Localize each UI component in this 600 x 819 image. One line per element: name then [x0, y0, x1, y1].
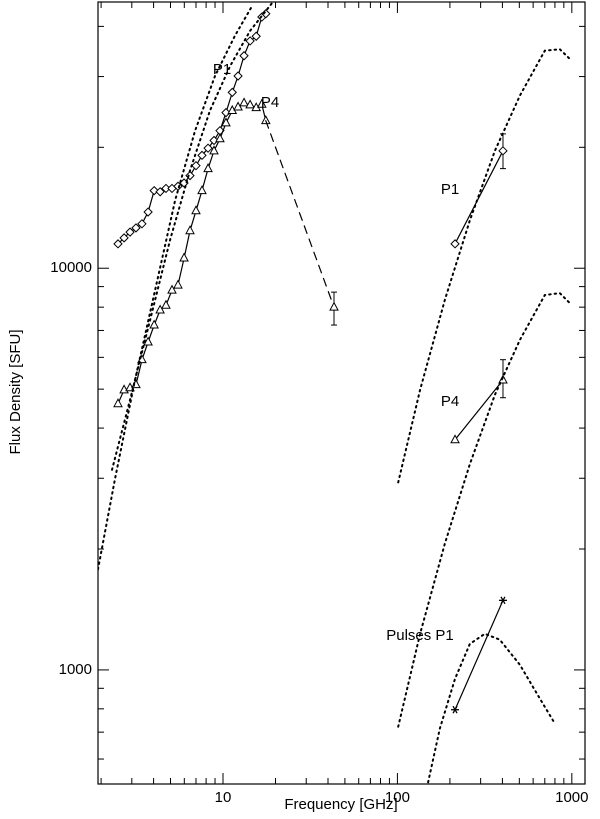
diamond-marker	[227, 87, 237, 98]
asterisk-marker	[498, 596, 507, 605]
triangle-marker	[167, 284, 177, 294]
dotted-line	[397, 48, 571, 484]
triangle-marker	[173, 279, 183, 289]
annotation: P4	[261, 94, 279, 111]
diamond-marker	[149, 185, 159, 196]
triangle-marker	[257, 98, 267, 108]
plot-frame	[97, 1, 586, 785]
x-tick-label: 10	[215, 789, 232, 806]
triangle-marker	[149, 319, 159, 329]
diamond-marker	[197, 150, 207, 161]
triangle-marker	[185, 225, 195, 235]
triangle-marker	[209, 145, 219, 155]
dotted-line	[397, 292, 571, 728]
diamond-marker	[251, 31, 261, 41]
diamond-marker	[203, 143, 213, 153]
triangle-marker	[113, 398, 123, 408]
triangle-marker	[161, 299, 171, 309]
dotted-line	[427, 632, 556, 784]
solid-line	[454, 379, 504, 441]
solid-line	[454, 599, 504, 711]
dotted-line	[111, 2, 273, 471]
diamond-marker	[143, 207, 153, 217]
triangle-marker	[155, 304, 165, 314]
annotation: P1	[213, 61, 231, 78]
x-tick-label: 1000	[555, 789, 588, 806]
triangle-marker	[215, 133, 225, 143]
diamond-marker	[209, 135, 219, 146]
x-axis-title: Frequency [GHz]	[284, 796, 397, 813]
triangle-marker	[329, 301, 339, 311]
diamond-marker	[131, 223, 141, 233]
triangle-marker	[239, 97, 249, 107]
asterisk-stroke	[452, 705, 458, 714]
diamond-marker	[191, 160, 201, 171]
diamond-marker	[113, 239, 123, 249]
dashed-line	[265, 120, 335, 308]
y-tick-label: 1000	[59, 661, 92, 678]
y-axis-title: Flux Density [SFU]	[7, 329, 24, 454]
diamond-marker	[137, 219, 147, 229]
triangle-marker	[143, 336, 153, 346]
diamond-marker	[125, 227, 135, 237]
diamond-marker	[239, 51, 249, 61]
triangle-marker	[191, 205, 201, 215]
asterisk-stroke	[500, 596, 506, 605]
diamond-marker	[155, 187, 165, 197]
diamond-marker	[221, 107, 231, 118]
triangle-marker	[221, 117, 231, 127]
diamond-marker	[185, 170, 195, 181]
diamond-marker	[450, 239, 460, 249]
triangle-marker	[203, 163, 213, 173]
diamond-marker	[261, 9, 271, 19]
annotation: P1	[441, 181, 459, 198]
asterisk-marker	[451, 705, 460, 714]
triangle-marker	[450, 434, 460, 444]
diamond-marker	[498, 146, 508, 156]
triangle-marker	[260, 115, 271, 125]
annotation: P4	[441, 393, 459, 410]
triangle-marker	[197, 185, 207, 195]
diamond-marker	[245, 36, 255, 46]
diamond-marker	[233, 71, 243, 81]
triangle-marker	[245, 99, 255, 109]
y-tick-label: 10000	[50, 259, 92, 276]
annotation: Pulses P1	[386, 627, 454, 644]
triangle-marker	[179, 252, 189, 262]
diamond-marker	[119, 233, 129, 243]
x-tick-label: 100	[385, 789, 410, 806]
